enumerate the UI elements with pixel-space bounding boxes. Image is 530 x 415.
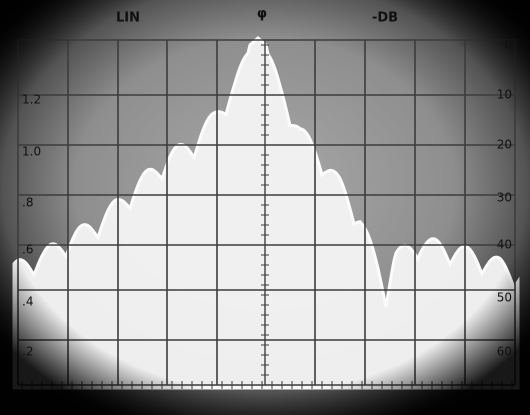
left-scale-label: .8 xyxy=(22,196,33,210)
right-scale-label: 10 xyxy=(497,88,512,102)
left-scale-label: .6 xyxy=(22,243,33,257)
mode-label: LIN xyxy=(116,11,140,26)
scale-labels: 1.2 1.0 .8 .6 .4 .2 0 10 20 30 40 50 60 xyxy=(22,38,512,359)
right-scale-label: 20 xyxy=(497,138,512,152)
db-label: -DB xyxy=(372,11,398,26)
right-scale-label: 40 xyxy=(497,238,512,252)
right-scale-label: 30 xyxy=(497,191,512,205)
left-scale-label: .4 xyxy=(22,295,33,309)
right-scale-label: 60 xyxy=(497,345,512,359)
right-scale-label: 0 xyxy=(504,38,512,52)
left-scale-label: .2 xyxy=(22,345,33,359)
left-scale-label: 1.0 xyxy=(22,145,41,159)
left-scale-label: 1.2 xyxy=(22,93,41,107)
marker-symbol: φ xyxy=(257,7,267,22)
right-scale-label: 50 xyxy=(497,291,512,305)
